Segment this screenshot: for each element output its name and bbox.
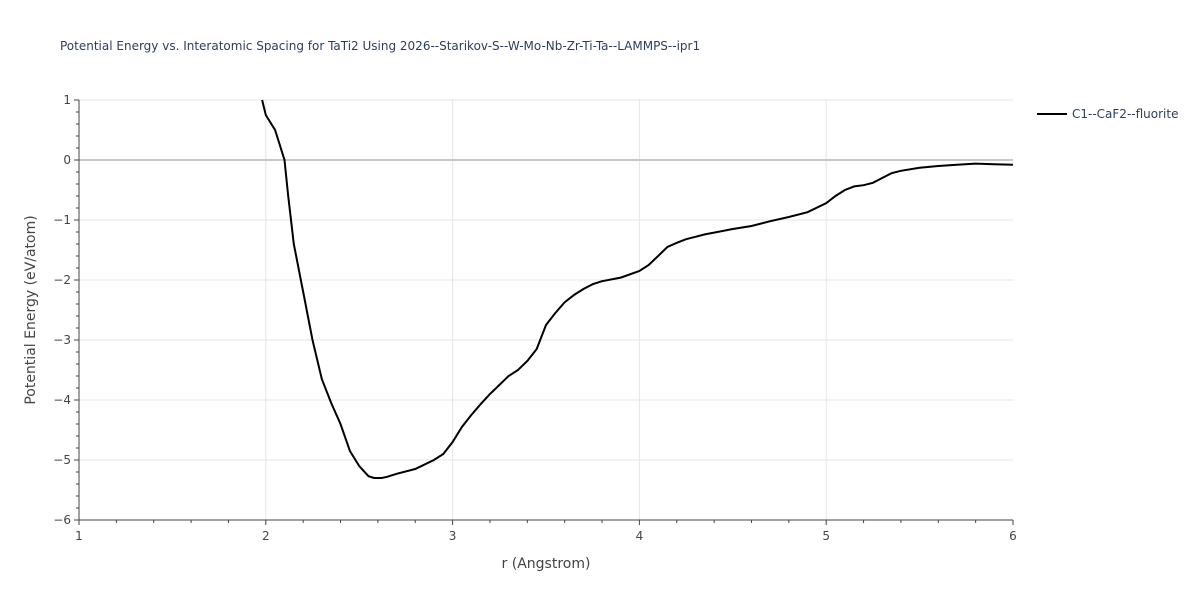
grid-lines bbox=[79, 99, 1013, 520]
y-tick-label: −5 bbox=[53, 453, 71, 467]
series-line-c1-caf2-fluorite bbox=[261, 99, 1014, 479]
x-tick-label: 3 bbox=[449, 529, 457, 543]
y-tick-label: −4 bbox=[53, 393, 71, 407]
legend[interactable]: C1--CaF2--fluorite bbox=[1037, 107, 1178, 121]
y-tick-label: −2 bbox=[53, 273, 71, 287]
x-tick-label: 2 bbox=[262, 529, 270, 543]
y-tick-label: 0 bbox=[63, 153, 71, 167]
y-tick-label: −3 bbox=[53, 333, 71, 347]
x-tick-label: 5 bbox=[822, 529, 830, 543]
y-axis: 1 0 −1 −2 −3 −4 −5 −6 bbox=[53, 93, 80, 527]
chart-title: Potential Energy vs. Interatomic Spacing… bbox=[60, 39, 700, 53]
legend-label: C1--CaF2--fluorite bbox=[1072, 107, 1178, 121]
y-axis-title: Potential Energy (eV/atom) bbox=[23, 215, 39, 404]
x-axis-title: r (Angstrom) bbox=[502, 556, 591, 572]
x-tick-label: 1 bbox=[75, 529, 83, 543]
x-tick-label: 4 bbox=[636, 529, 644, 543]
x-tick-label: 6 bbox=[1009, 529, 1017, 543]
y-tick-label: −6 bbox=[53, 513, 71, 527]
x-axis: 1 2 3 4 5 6 bbox=[75, 519, 1017, 543]
y-tick-label: 1 bbox=[63, 93, 71, 107]
y-tick-label: −1 bbox=[53, 213, 71, 227]
